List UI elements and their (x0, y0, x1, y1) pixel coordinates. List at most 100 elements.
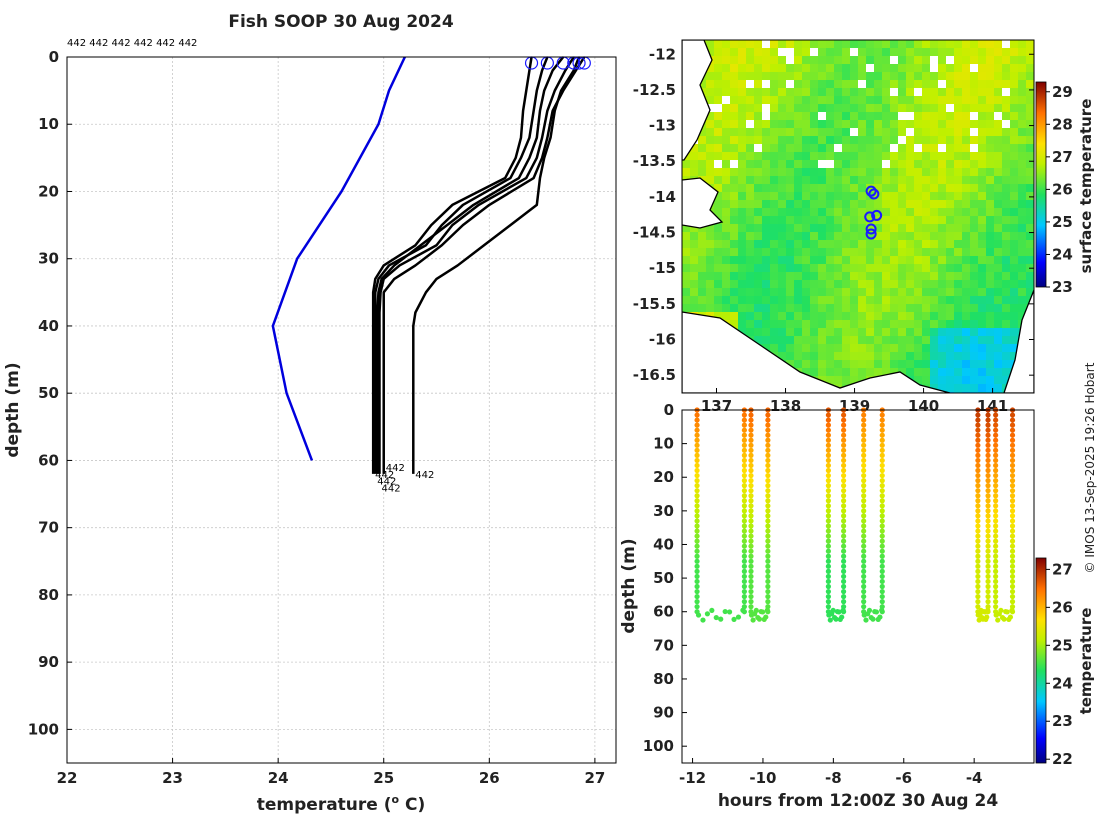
sst-cell (1010, 168, 1018, 176)
sst-cell (722, 120, 730, 128)
sst-cell (962, 264, 970, 272)
sst-cell (962, 280, 970, 288)
cast-point (741, 508, 747, 514)
cast-point (741, 488, 747, 494)
sst-cell (898, 80, 906, 88)
sst-cell (970, 40, 978, 48)
cast-point (985, 523, 991, 529)
sst-cell (922, 288, 930, 296)
sst-cell (778, 40, 786, 48)
sst-cell (882, 320, 890, 328)
cast-point (741, 578, 747, 585)
sst-cell (834, 56, 842, 64)
sst-cell (786, 336, 794, 344)
sst-cell (930, 144, 938, 152)
sst-cell (930, 160, 938, 168)
sst-cell (794, 336, 802, 344)
sst-cell (946, 56, 954, 64)
sst-cell (930, 104, 938, 112)
cast-point (694, 538, 700, 544)
sst-cell (1002, 112, 1010, 120)
sst-cell (770, 96, 778, 104)
sst-cell (1018, 152, 1026, 160)
profile-line (376, 56, 565, 474)
cast-point (861, 508, 867, 514)
sst-cell (914, 128, 922, 136)
sst-cell (802, 120, 810, 128)
sst-cell (930, 208, 938, 216)
sst-cell (954, 264, 962, 272)
sst-cell (938, 208, 946, 216)
cast-point (1009, 543, 1016, 549)
sst-cell (706, 256, 714, 264)
profile-x-tick-label: 23 (162, 769, 183, 787)
sst-cell (914, 96, 922, 104)
sst-cell (738, 232, 746, 240)
sst-cell (898, 160, 906, 168)
sst-cell (898, 136, 906, 144)
sst-cell (930, 248, 938, 256)
sst-cell (906, 152, 914, 160)
cast-point (879, 503, 885, 509)
sst-cell (914, 296, 922, 304)
sst-cell (794, 72, 802, 80)
cast-point (765, 498, 771, 504)
sst-cell (914, 192, 922, 200)
cast-point (694, 588, 700, 595)
sst-cell (818, 176, 826, 184)
cast-point (748, 508, 754, 514)
sst-cell (946, 192, 954, 200)
sst-cell (1010, 328, 1018, 336)
sst-cell (770, 224, 778, 232)
sst-cell (970, 360, 978, 368)
sst-cell (706, 232, 714, 240)
sst-cell (1010, 56, 1018, 64)
sst-cell (946, 224, 954, 232)
sst-cell (938, 288, 946, 296)
sst-cell (890, 352, 898, 360)
sst-cell (890, 120, 898, 128)
sst-cell (898, 120, 906, 128)
sst-cell (978, 368, 986, 376)
cast-point (694, 452, 700, 458)
cast-point (879, 452, 885, 458)
sst-cell (682, 232, 690, 240)
sst-cell (970, 208, 978, 216)
sst-cell (850, 112, 858, 120)
cast-point (879, 543, 885, 549)
cast-point (694, 543, 700, 549)
sst-cell (994, 208, 1002, 216)
sst-cell (1026, 216, 1034, 224)
sst-cell (954, 368, 962, 376)
sst-cell (994, 264, 1002, 272)
sst-cell (754, 72, 762, 80)
sst-cell (962, 368, 970, 376)
sst-cell (826, 216, 834, 224)
sst-cell (698, 152, 706, 160)
cast-point (861, 503, 867, 509)
cast-point (1009, 573, 1016, 580)
sst-cell (986, 296, 994, 304)
sst-cell (906, 56, 914, 64)
sst-cell (842, 216, 850, 224)
sst-cell (930, 136, 938, 144)
sst-cell (778, 320, 786, 328)
sst-cell (1010, 192, 1018, 200)
sst-cell (802, 368, 810, 376)
cast-point (765, 417, 771, 423)
cast-point (975, 427, 981, 433)
sst-cell (706, 40, 714, 48)
sst-cell (714, 240, 722, 248)
sst-cell (930, 128, 938, 136)
sst-cell (986, 80, 994, 88)
cast-point (975, 493, 981, 499)
sst-cell (826, 232, 834, 240)
sst-cell (746, 112, 754, 120)
sst-cell (794, 256, 802, 264)
sst-cell (930, 224, 938, 232)
sst-cell (914, 120, 922, 128)
sst-cell (730, 208, 738, 216)
sst-cell (946, 296, 954, 304)
cast-point (825, 588, 831, 595)
sst-cell (978, 144, 986, 152)
